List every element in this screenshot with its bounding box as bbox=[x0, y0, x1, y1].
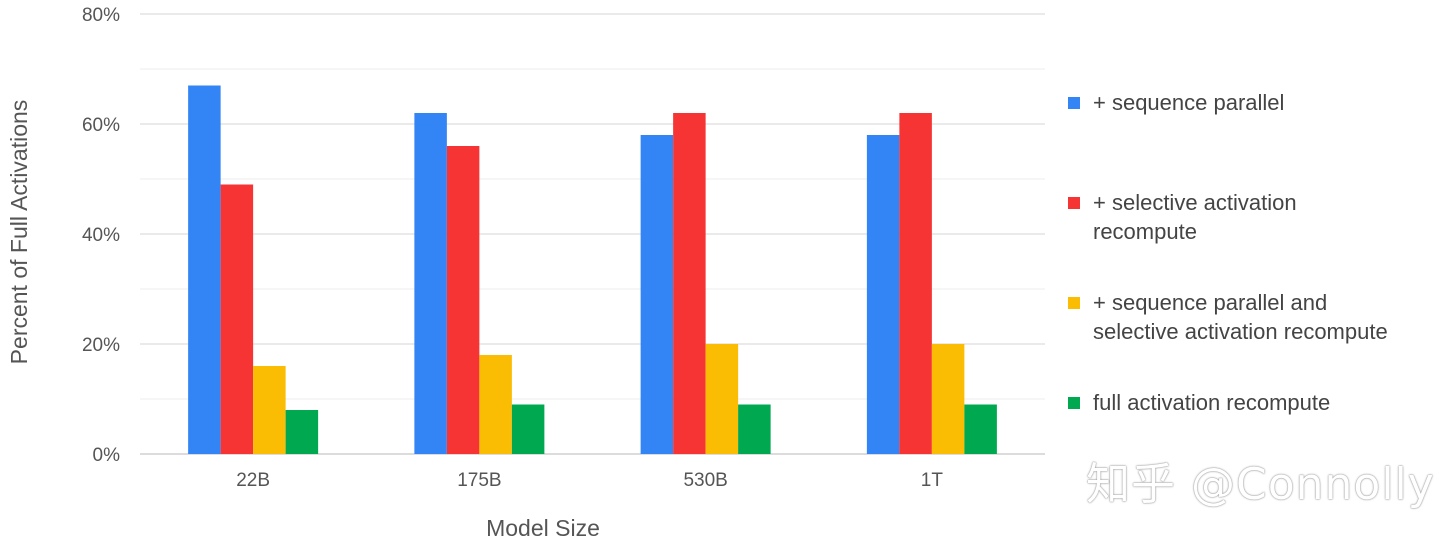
legend-label: + sequence parallel bbox=[1093, 90, 1285, 115]
legend-label: + sequence parallel and selective activa… bbox=[1093, 290, 1388, 344]
bar bbox=[931, 344, 965, 454]
bar bbox=[285, 410, 319, 454]
x-tick-label: 530B bbox=[683, 470, 727, 491]
y-tick-label: 20% bbox=[82, 335, 120, 356]
bar bbox=[640, 135, 674, 454]
legend-item: + sequence parallel bbox=[1068, 88, 1284, 117]
y-axis-title: Percent of Full Activations bbox=[6, 100, 32, 365]
bar bbox=[253, 366, 286, 454]
y-tick-label: 80% bbox=[82, 5, 120, 26]
x-tick-labels: 22B 175B 530B 1T bbox=[236, 470, 943, 491]
legend-swatch bbox=[1068, 297, 1080, 309]
legend: + sequence parallel + selective activatio… bbox=[1068, 0, 1440, 540]
legend-swatch bbox=[1068, 197, 1080, 209]
y-tick-label: 40% bbox=[82, 225, 120, 246]
y-tick-label: 60% bbox=[82, 115, 120, 136]
bar bbox=[899, 113, 932, 454]
bar bbox=[866, 135, 900, 454]
x-tick-label: 22B bbox=[236, 470, 270, 491]
y-tick-label: 0% bbox=[93, 445, 121, 466]
y-tick-labels: 0% 20% 40% 60% 80% bbox=[82, 5, 120, 466]
legend-label: full activation recompute bbox=[1093, 390, 1331, 415]
bar bbox=[964, 404, 997, 454]
watermark: 知乎 @Connolly bbox=[1086, 459, 1435, 510]
bar bbox=[705, 344, 739, 454]
bar-chart: 0%20%40%60%80% 22B 175B 530B 1T Model Size … bbox=[6, 5, 1045, 540]
legend-swatch bbox=[1068, 97, 1080, 109]
gridlines bbox=[140, 13, 1045, 455]
bar bbox=[479, 355, 512, 454]
legend-label: + selective activation recompute bbox=[1093, 190, 1297, 244]
bar bbox=[673, 113, 706, 454]
bar bbox=[511, 404, 545, 454]
legend-item: full activation recompute bbox=[1068, 388, 1330, 417]
legend-item: + selective activation recompute bbox=[1068, 188, 1297, 246]
x-axis-title: Model Size bbox=[486, 515, 600, 540]
legend-swatch bbox=[1068, 397, 1080, 409]
bar bbox=[446, 146, 480, 454]
bar bbox=[220, 184, 254, 454]
x-tick-label: 1T bbox=[921, 470, 944, 491]
bar bbox=[414, 113, 447, 454]
bars bbox=[188, 85, 997, 454]
bar bbox=[738, 404, 771, 454]
legend-item: + sequence parallel and selective activa… bbox=[1068, 288, 1388, 346]
bar bbox=[188, 85, 221, 454]
x-tick-label: 175B bbox=[457, 470, 501, 491]
